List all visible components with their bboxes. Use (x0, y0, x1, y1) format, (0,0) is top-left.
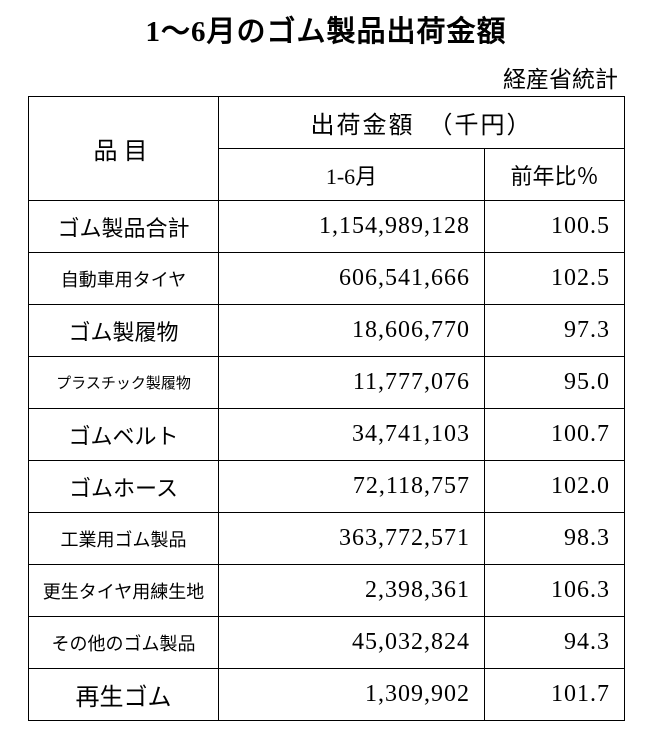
table-row: ゴムベルト34,741,103100.7 (29, 409, 625, 461)
cell-pct: 102.5 (485, 253, 625, 305)
header-period: 1-6月 (219, 149, 485, 201)
cell-value: 72,118,757 (219, 461, 485, 513)
cell-pct: 102.0 (485, 461, 625, 513)
cell-value: 1,154,989,128 (219, 201, 485, 253)
table-row: ゴム製履物18,606,77097.3 (29, 305, 625, 357)
cell-item: ゴムベルト (29, 409, 219, 461)
table-row: 更生タイヤ用練生地2,398,361106.3 (29, 565, 625, 617)
table-row: 自動車用タイヤ606,541,666102.5 (29, 253, 625, 305)
header-shipment: 出荷金額 （千円） (219, 97, 625, 149)
cell-item: ゴムホース (29, 461, 219, 513)
cell-pct: 98.3 (485, 513, 625, 565)
header-pct: 前年比％ (485, 149, 625, 201)
cell-item: ゴム製品合計 (29, 201, 219, 253)
cell-pct: 100.7 (485, 409, 625, 461)
cell-pct: 101.7 (485, 669, 625, 721)
cell-value: 363,772,571 (219, 513, 485, 565)
cell-item: プラスチック製履物 (29, 357, 219, 409)
cell-value: 1,309,902 (219, 669, 485, 721)
table-row: 工業用ゴム製品363,772,57198.3 (29, 513, 625, 565)
cell-item: 再生ゴム (29, 669, 219, 721)
header-item: 品目 (29, 97, 219, 201)
table-row: その他のゴム製品45,032,82494.3 (29, 617, 625, 669)
cell-value: 606,541,666 (219, 253, 485, 305)
cell-item: 更生タイヤ用練生地 (29, 565, 219, 617)
cell-value: 45,032,824 (219, 617, 485, 669)
table-row: ゴムホース72,118,757102.0 (29, 461, 625, 513)
table-row: 再生ゴム1,309,902101.7 (29, 669, 625, 721)
cell-pct: 100.5 (485, 201, 625, 253)
page-title: 1～6月のゴム製品出荷金額 (28, 8, 624, 50)
table-row: プラスチック製履物11,777,07695.0 (29, 357, 625, 409)
header-row-1: 品目 出荷金額 （千円） (29, 97, 625, 149)
cell-item: その他のゴム製品 (29, 617, 219, 669)
cell-pct: 94.3 (485, 617, 625, 669)
cell-pct: 97.3 (485, 305, 625, 357)
source-label: 経産省統計 (28, 60, 624, 94)
table-body: ゴム製品合計1,154,989,128100.5自動車用タイヤ606,541,6… (29, 201, 625, 721)
cell-pct: 106.3 (485, 565, 625, 617)
cell-item: ゴム製履物 (29, 305, 219, 357)
cell-value: 2,398,361 (219, 565, 485, 617)
shipment-table: 品目 出荷金額 （千円） 1-6月 前年比％ ゴム製品合計1,154,989,1… (28, 96, 625, 721)
table-row: ゴム製品合計1,154,989,128100.5 (29, 201, 625, 253)
cell-value: 18,606,770 (219, 305, 485, 357)
cell-item: 自動車用タイヤ (29, 253, 219, 305)
cell-pct: 95.0 (485, 357, 625, 409)
cell-item: 工業用ゴム製品 (29, 513, 219, 565)
cell-value: 11,777,076 (219, 357, 485, 409)
cell-value: 34,741,103 (219, 409, 485, 461)
